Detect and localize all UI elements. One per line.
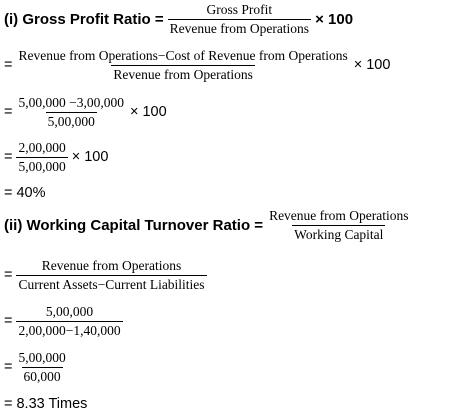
heading2-numerator: Revenue from Operations (269, 208, 409, 223)
step2-equals: = (4, 104, 13, 121)
gross-profit-step-3: = 2,00,000 5,00,000 × 100 (4, 140, 108, 174)
step3-fraction: 2,00,000 5,00,000 (16, 140, 68, 174)
step3-multiplier: × 100 (71, 149, 109, 166)
step1-denominator: Revenue from Operations (111, 64, 255, 82)
step5-numerator: 5,00,000 (45, 304, 94, 319)
step6-equals: = (4, 359, 13, 376)
gross-profit-step-2: = 5,00,000 −3,00,000 5,00,000 × 100 (4, 95, 167, 129)
step2-fraction: 5,00,000 −3,00,000 5,00,000 (16, 95, 126, 129)
step4-fraction: Revenue from Operations Current Assets−C… (16, 258, 207, 292)
step1-numerator: Revenue from Operations−Cost of Revenue … (18, 48, 348, 63)
step6-numerator: 5,00,000 (18, 350, 66, 365)
gross-profit-ratio-heading: (i) Gross Profit Ratio = Gross Profit Re… (4, 2, 353, 36)
step3-equals: = (4, 149, 13, 166)
step2-numerator: 5,00,000 −3,00,000 (18, 95, 124, 110)
step1-multiplier: × 100 (353, 57, 391, 74)
step5-equals: = (4, 313, 13, 330)
step6-fraction: 5,00,000 60,000 (16, 350, 67, 384)
heading2-fraction: Revenue from Operations Working Capital (267, 208, 410, 242)
gross-profit-result: = 40% (4, 185, 46, 201)
step3-denominator: 5,00,000 (16, 156, 68, 174)
step4-denominator: Current Assets−Current Liabilities (16, 274, 207, 292)
result1-text: = 40% (4, 185, 46, 201)
heading1-numerator: Gross Profit (206, 2, 273, 17)
heading1-fraction: Gross Profit Revenue from Operations (167, 2, 312, 36)
gross-profit-step-1: = Revenue from Operations−Cost of Revenu… (4, 48, 390, 82)
step6-denominator: 60,000 (21, 366, 63, 384)
working-capital-step-1: = Revenue from Operations Current Assets… (4, 258, 211, 292)
step4-equals: = (4, 267, 13, 284)
working-capital-result: = 8.33 Times (4, 396, 87, 412)
step2-denominator: 5,00,000 (45, 111, 97, 129)
heading1-label: (i) Gross Profit Ratio = (4, 10, 164, 28)
step5-denominator: 2,00,000−1,40,000 (16, 320, 123, 338)
heading1-multiplier: × 100 (315, 10, 354, 28)
working-capital-step-3: = 5,00,000 60,000 (4, 350, 72, 384)
result2-text: = 8.33 Times (4, 396, 88, 412)
step4-numerator: Revenue from Operations (41, 258, 182, 273)
step3-numerator: 2,00,000 (18, 140, 66, 155)
step1-fraction: Revenue from Operations−Cost of Revenue … (16, 48, 349, 82)
heading1-denominator: Revenue from Operations (167, 18, 312, 36)
heading2-label: (ii) Working Capital Turnover Ratio = (4, 216, 264, 234)
working-capital-turnover-heading: (ii) Working Capital Turnover Ratio = Re… (4, 208, 415, 242)
working-capital-step-2: = 5,00,000 2,00,000−1,40,000 (4, 304, 127, 338)
step1-equals: = (4, 57, 13, 74)
step2-multiplier: × 100 (129, 104, 167, 121)
heading2-denominator: Working Capital (292, 224, 386, 242)
step5-fraction: 5,00,000 2,00,000−1,40,000 (16, 304, 123, 338)
